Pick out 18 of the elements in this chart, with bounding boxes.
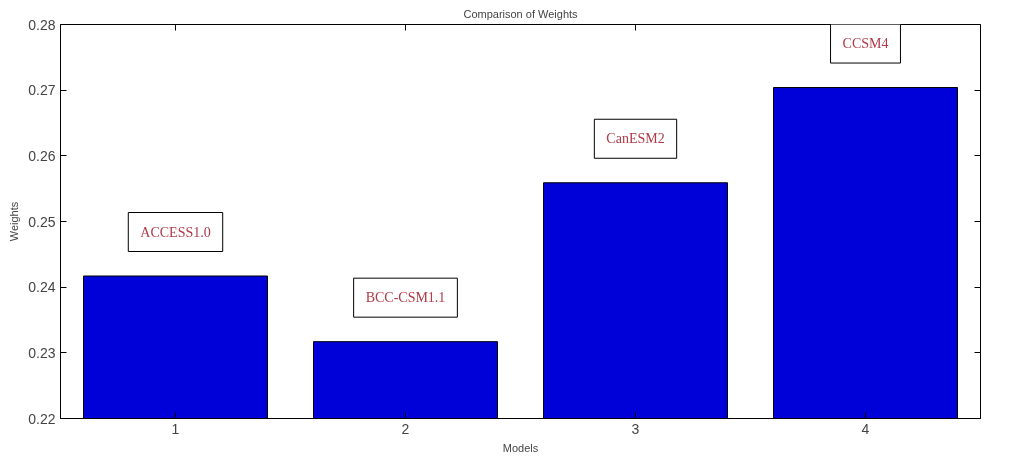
x-tick-label: 2 <box>401 420 410 437</box>
y-tick-label: 0.24 <box>28 279 56 296</box>
annotation: CCSM4 <box>842 36 889 52</box>
y-tick-label: 0.25 <box>28 213 56 230</box>
y-tick-label: 0.28 <box>28 16 56 33</box>
y-tick-label: 0.26 <box>28 147 56 164</box>
x-tick-label: 4 <box>861 420 870 437</box>
y-axis-title: Weights <box>8 201 21 242</box>
annotation: CanESM2 <box>606 131 665 147</box>
annotation: BCC-CSM1.1 <box>365 290 446 306</box>
chart-title: Comparison of Weights <box>463 7 579 20</box>
y-tick-label: 0.27 <box>28 82 56 99</box>
x-tick-label: 1 <box>171 420 180 437</box>
y-tick-label: 0.22 <box>28 410 56 427</box>
annotation: ACCESS1.0 <box>140 224 211 240</box>
x-tick-label: 3 <box>631 420 640 437</box>
x-axis-title: Models <box>502 441 539 454</box>
y-tick-label: 0.23 <box>28 344 56 361</box>
